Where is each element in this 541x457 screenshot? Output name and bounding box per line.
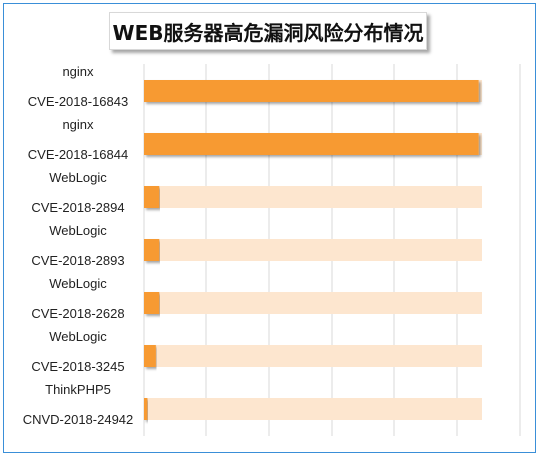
- category-cve-label: CVE-2018-2893: [31, 253, 124, 268]
- bar-3: [144, 239, 160, 261]
- category-cve-label: CVE-2018-16843: [28, 94, 128, 109]
- category-name-label: WebLogic: [49, 276, 107, 291]
- bar-track-3: [144, 239, 482, 261]
- bar-6: [144, 398, 148, 420]
- category-cve-label: CVE-2018-3245: [31, 359, 124, 374]
- bar-1: [144, 133, 479, 155]
- bar-track-2: [144, 186, 482, 208]
- category-name-label: WebLogic: [49, 329, 107, 344]
- category-name-label: WebLogic: [49, 170, 107, 185]
- category-name-label: WebLogic: [49, 223, 107, 238]
- bar-5: [144, 345, 156, 367]
- category-name-label: ThinkPHP5: [45, 382, 111, 397]
- bar-track-6: [144, 398, 482, 420]
- bar-0: [144, 80, 479, 102]
- category-name-label: nginx: [62, 117, 94, 132]
- chart-title: WEB服务器高危漏洞风险分布情况: [109, 12, 427, 50]
- bar-4: [144, 292, 160, 314]
- category-name-label: nginx: [62, 64, 94, 79]
- bar-track-5: [144, 345, 482, 367]
- bar-2: [144, 186, 160, 208]
- category-cve-label: CVE-2018-2894: [31, 200, 124, 215]
- category-cve-label: CVE-2018-16844: [28, 147, 128, 162]
- category-cve-label: CVE-2018-2628: [31, 306, 124, 321]
- category-cve-label: CNVD-2018-24942: [23, 412, 134, 427]
- bar-track-4: [144, 292, 482, 314]
